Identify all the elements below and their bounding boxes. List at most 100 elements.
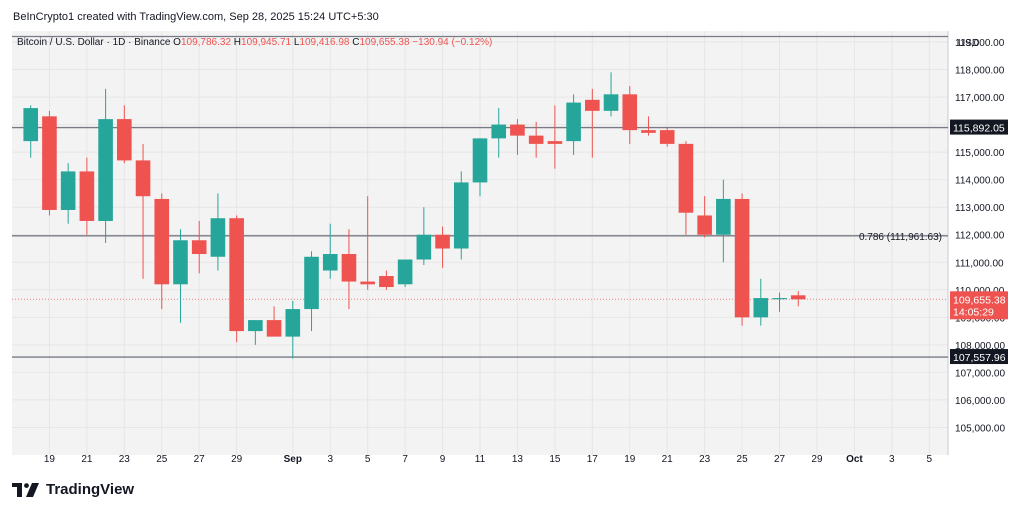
- x-tick-label: 27: [194, 454, 206, 465]
- x-tick-label: Oct: [846, 454, 863, 465]
- candle-body-up: [566, 102, 581, 142]
- y-tick-label: 107,000.00: [955, 368, 1005, 379]
- x-tick-label: 29: [231, 454, 243, 465]
- level-price-tag: [950, 349, 1008, 365]
- level-price-label: 107,557.96: [953, 352, 1006, 364]
- candle-body-up: [304, 256, 319, 310]
- candle-body-up: [60, 171, 76, 210]
- candle-body-down: [191, 240, 207, 255]
- candle-body-down: [379, 276, 394, 288]
- candle-body-down: [790, 295, 806, 300]
- x-tick-label: 19: [624, 454, 636, 465]
- level-price-label: 115,892.05: [953, 123, 1005, 135]
- candle-body-up: [397, 259, 413, 285]
- candle-body-down: [697, 215, 712, 235]
- candle-body-up: [248, 320, 263, 332]
- y-tick-label: 112,000.00: [955, 231, 1005, 242]
- candle-body-up: [416, 234, 432, 260]
- last-price-tag: [950, 291, 1008, 320]
- candle-body-up: [285, 309, 301, 337]
- candle-body-down: [229, 218, 244, 332]
- tradingview-logo: TradingView: [12, 481, 134, 498]
- candle-body-up: [322, 254, 338, 271]
- candle-body-up: [472, 138, 488, 183]
- y-tick-label: 118,000.00: [955, 66, 1005, 77]
- currency-label: USD: [958, 38, 979, 49]
- x-tick-label: 9: [440, 454, 446, 465]
- x-tick-label: 21: [81, 454, 93, 465]
- candle-body-down: [585, 99, 600, 111]
- candle-body-down: [528, 135, 544, 144]
- x-tick-label: 27: [774, 454, 786, 465]
- x-tick-label: 17: [587, 454, 599, 465]
- candle-body-down: [360, 281, 375, 285]
- candle-body-down: [659, 130, 675, 144]
- x-tick-label: 19: [44, 454, 56, 465]
- x-tick-label: Sep: [284, 454, 302, 465]
- chart-credit: BeInCrypto1 created with TradingView.com…: [13, 11, 379, 23]
- symbol-legend: Bitcoin / U.S. Dollar · 1D · Binance O10…: [17, 37, 492, 48]
- y-tick-label: 119,000.00: [955, 38, 1005, 49]
- legend-segment: 109,945.71: [241, 37, 294, 48]
- legend-segment: H: [234, 37, 241, 48]
- y-tick-label: 108,000.00: [955, 341, 1005, 352]
- candle-body-down: [154, 198, 170, 285]
- x-tick-label: 25: [156, 454, 168, 465]
- legend-segment: L: [294, 37, 300, 48]
- legend-segment: −130.94 (−0.12%): [412, 37, 492, 48]
- price-chart[interactable]: 119,000.00118,000.00117,000.00116,000.00…: [12, 31, 1008, 466]
- countdown-label: 14:05:29: [953, 306, 994, 318]
- legend-segment: Bitcoin / U.S. Dollar · 1D · Binance: [17, 37, 173, 48]
- legend-segment: C: [352, 37, 359, 48]
- y-tick-label: 113,000.00: [955, 203, 1005, 214]
- candle-body-up: [23, 108, 39, 142]
- x-tick-label: 29: [811, 454, 823, 465]
- candle-body-up: [98, 119, 113, 221]
- chart-canvas[interactable]: 119,000.00118,000.00117,000.00116,000.00…: [12, 31, 1008, 466]
- x-tick-label: 3: [327, 454, 333, 465]
- y-tick-label: 106,000.00: [955, 396, 1005, 407]
- candle-body-down: [117, 119, 132, 161]
- y-tick-label: 105,000.00: [955, 423, 1005, 434]
- candle-body-up: [716, 198, 731, 235]
- candle-body-down: [678, 143, 694, 213]
- candle-body-down: [734, 198, 750, 318]
- x-tick-label: 5: [926, 454, 932, 465]
- candle-body-down: [547, 141, 563, 144]
- candle-body-down: [341, 254, 357, 282]
- y-tick-label: 114,000.00: [955, 176, 1005, 187]
- candle-body-up: [173, 240, 188, 285]
- tradingview-logo-icon: [12, 482, 39, 497]
- x-tick-label: 23: [119, 454, 131, 465]
- x-tick-label: 13: [512, 454, 524, 465]
- legend-segment: 109,655.38: [359, 37, 412, 48]
- candle-body-up: [210, 218, 226, 257]
- y-tick-label: 117,000.00: [955, 93, 1005, 104]
- candle-body-up: [603, 94, 619, 111]
- y-tick-label: 111,000.00: [955, 258, 1004, 269]
- candle-body-down: [42, 116, 57, 210]
- candle-body-down: [266, 320, 282, 337]
- candle-body-up: [453, 182, 469, 249]
- candle-body-up: [772, 298, 787, 300]
- x-tick-label: 25: [737, 454, 749, 465]
- candle-body-up: [753, 298, 769, 318]
- x-tick-label: 21: [662, 454, 674, 465]
- legend-segment: 109,416.98: [299, 37, 352, 48]
- candle-body-down: [622, 94, 638, 131]
- level-price-tag: [950, 119, 1008, 135]
- y-tick-label: 115,000.00: [955, 148, 1005, 159]
- candle-body-down: [435, 234, 450, 249]
- candle-body-down: [135, 160, 151, 197]
- x-tick-label: 23: [699, 454, 711, 465]
- x-tick-label: 11: [475, 454, 486, 465]
- legend-segment: O: [173, 37, 181, 48]
- candle-body-down: [79, 171, 95, 221]
- last-price-label: 109,655.38: [953, 294, 1006, 306]
- candle-body-down: [510, 124, 525, 136]
- x-tick-label: 3: [889, 454, 895, 465]
- fib-level-annotation: 0.786 (111,961.63): [859, 232, 942, 243]
- x-tick-label: 15: [549, 454, 561, 465]
- x-tick-label: 7: [402, 454, 408, 465]
- legend-segment: 109,786.32: [181, 37, 234, 48]
